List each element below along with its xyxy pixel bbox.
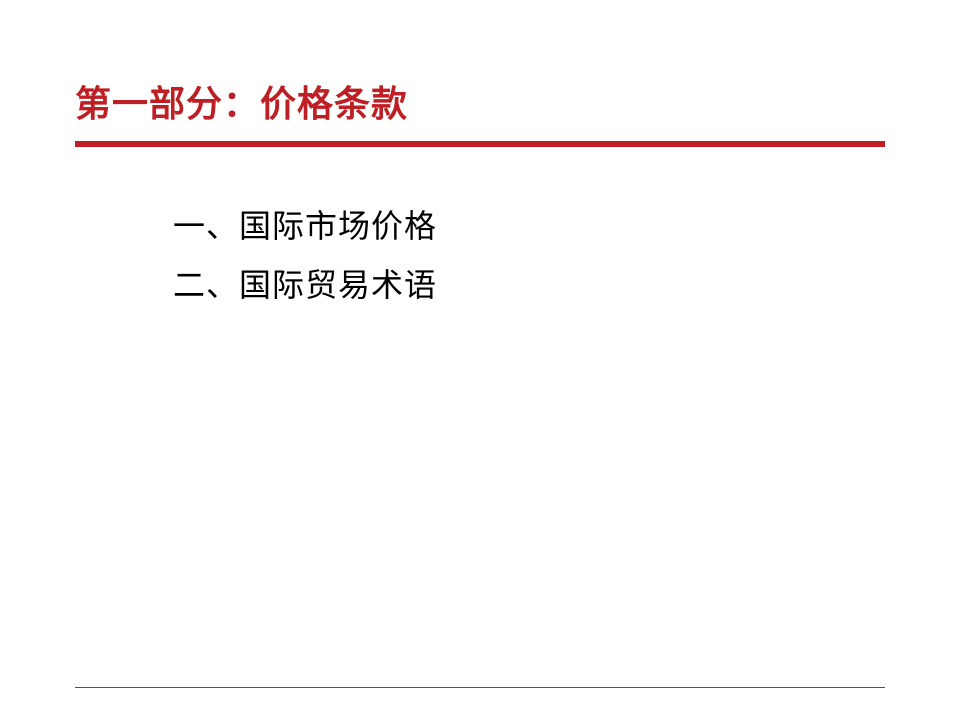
bullet-item: 二、国际贸易术语 [173,256,885,315]
slide-container: 第一部分：价格条款 一、国际市场价格 二、国际贸易术语 [0,0,960,720]
bullet-item: 一、国际市场价格 [173,197,885,256]
slide-title: 第一部分：价格条款 [75,75,885,127]
title-underline [75,141,885,147]
footer-line [75,687,885,688]
slide-content: 一、国际市场价格 二、国际贸易术语 [75,197,885,315]
